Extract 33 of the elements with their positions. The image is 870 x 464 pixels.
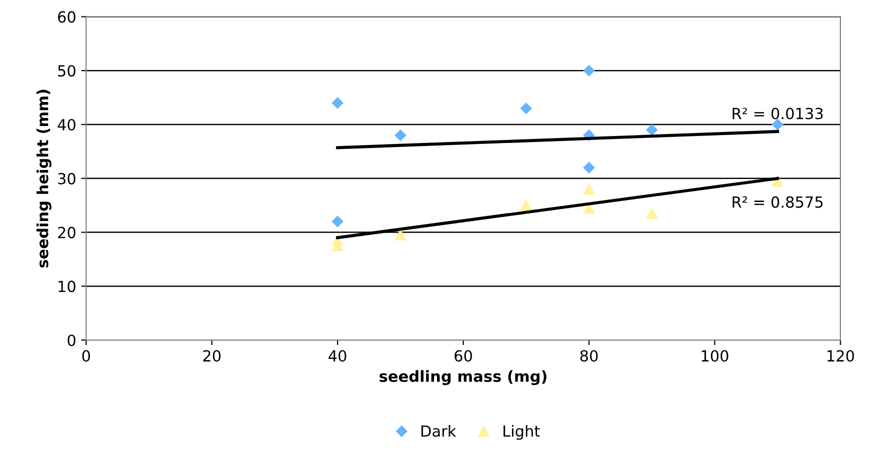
x-tick-label: 20 bbox=[203, 350, 221, 362]
x-tick-label: 80 bbox=[580, 350, 598, 362]
point bbox=[646, 124, 658, 136]
point bbox=[583, 184, 595, 195]
point bbox=[332, 97, 344, 109]
point bbox=[394, 130, 406, 141]
y-tick-label: 10 bbox=[58, 280, 76, 292]
point bbox=[520, 102, 532, 114]
point bbox=[583, 162, 595, 174]
point bbox=[772, 118, 784, 130]
point bbox=[583, 202, 595, 214]
point bbox=[583, 65, 595, 76]
y-tick-label: 20 bbox=[58, 226, 76, 238]
y-tick-label: 0 bbox=[68, 334, 76, 346]
legend-label: Dark bbox=[421, 425, 456, 437]
x-tick-label: 100 bbox=[702, 350, 728, 362]
annotation: R² = 0.8575 bbox=[732, 196, 823, 208]
point bbox=[520, 200, 532, 211]
y-tick-label: 30 bbox=[58, 172, 76, 184]
point bbox=[394, 229, 406, 241]
legend-label: Light bbox=[504, 425, 540, 440]
annotation: R² = 0.0133 bbox=[732, 108, 823, 120]
x-tick-label: 40 bbox=[328, 350, 346, 362]
point bbox=[646, 208, 658, 219]
y-tick-label: 60 bbox=[58, 11, 76, 23]
y-tick-label: 40 bbox=[58, 118, 76, 131]
x-axis-title: seedling mass (mg) bbox=[380, 370, 546, 386]
x-tick-label: 60 bbox=[454, 350, 472, 362]
y-tick-label: 50 bbox=[58, 65, 76, 77]
y-axis-title: seeding height (mm) bbox=[36, 90, 52, 268]
x-tick-label: 120 bbox=[828, 350, 854, 362]
point bbox=[332, 216, 344, 228]
x-tick-label: 0 bbox=[82, 350, 90, 362]
